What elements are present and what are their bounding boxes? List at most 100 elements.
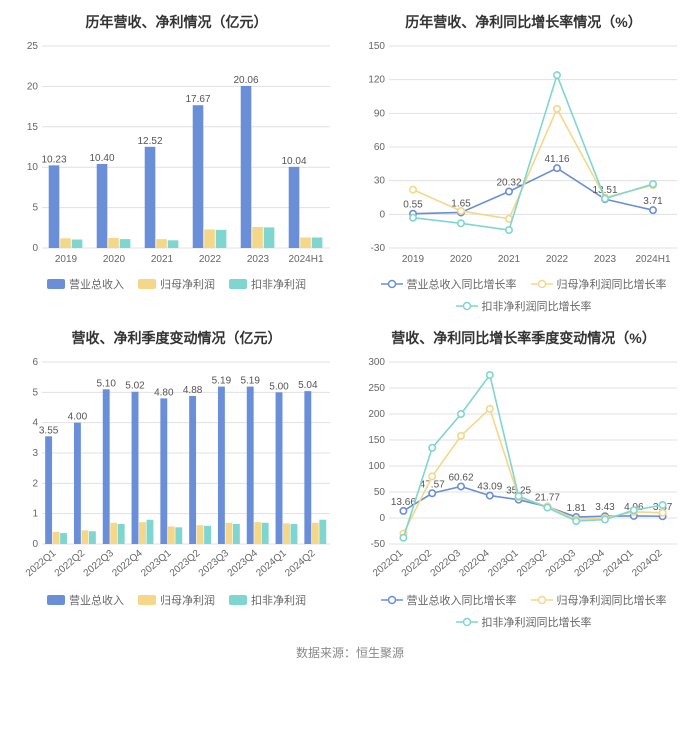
bar <box>264 227 275 248</box>
svg-text:-30: -30 <box>371 243 386 254</box>
chart-title: 营收、净利同比增长率季度变动情况（%） <box>355 328 692 348</box>
svg-text:2022Q1: 2022Q1 <box>24 548 59 580</box>
svg-text:10.23: 10.23 <box>42 154 67 165</box>
marker <box>400 535 406 541</box>
svg-text:5: 5 <box>32 203 38 214</box>
bar <box>312 237 323 248</box>
legend-swatch <box>47 279 65 289</box>
svg-text:21.77: 21.77 <box>535 493 560 504</box>
svg-text:150: 150 <box>368 41 385 52</box>
bar <box>216 230 227 248</box>
legend-item: 扣非净利润同比增长率 <box>456 298 592 314</box>
legend-label: 扣非净利润同比增长率 <box>482 298 592 314</box>
legend-swatch <box>456 301 478 311</box>
bar <box>175 527 182 544</box>
chart-svg: -300306090120150201920202021202220232024… <box>355 40 685 270</box>
svg-text:10.40: 10.40 <box>90 153 115 164</box>
bar-chart: 01234562022Q12022Q22022Q32022Q42023Q1202… <box>8 356 338 586</box>
svg-text:150: 150 <box>368 435 385 446</box>
marker <box>515 493 521 499</box>
svg-text:2023Q1: 2023Q1 <box>486 548 521 580</box>
svg-text:47.57: 47.57 <box>420 479 445 490</box>
marker <box>602 516 608 522</box>
bar <box>276 392 283 544</box>
svg-text:5: 5 <box>32 387 38 398</box>
svg-text:41.16: 41.16 <box>544 154 569 165</box>
legend-label: 归母净利润同比增长率 <box>557 276 667 292</box>
svg-text:2023Q2: 2023Q2 <box>515 548 550 580</box>
bar <box>319 520 326 544</box>
legend-item: 归母净利润同比增长率 <box>531 276 667 292</box>
legend-swatch <box>531 279 553 289</box>
svg-text:120: 120 <box>368 75 385 86</box>
svg-text:5.19: 5.19 <box>240 376 260 387</box>
marker <box>458 411 464 417</box>
svg-text:2021: 2021 <box>498 254 521 265</box>
bar <box>60 238 71 248</box>
svg-text:30: 30 <box>374 176 386 187</box>
svg-text:2019: 2019 <box>402 254 425 265</box>
legend-item: 营业总收入同比增长率 <box>381 592 517 608</box>
svg-text:2022Q4: 2022Q4 <box>457 548 492 580</box>
marker <box>554 165 560 171</box>
svg-text:5.19: 5.19 <box>212 376 232 387</box>
bar <box>89 531 96 544</box>
svg-text:3.55: 3.55 <box>39 425 59 436</box>
svg-text:5.10: 5.10 <box>96 378 116 389</box>
svg-text:2: 2 <box>32 478 38 489</box>
svg-text:2023Q3: 2023Q3 <box>197 548 232 580</box>
bar <box>254 522 261 544</box>
bar <box>291 524 298 544</box>
svg-text:2024Q1: 2024Q1 <box>601 548 636 580</box>
svg-text:90: 90 <box>374 108 386 119</box>
svg-text:25: 25 <box>27 41 39 52</box>
marker <box>487 406 493 412</box>
legend-label: 扣非净利润 <box>251 592 306 608</box>
legend-item: 归母净利润同比增长率 <box>531 592 667 608</box>
legend-swatch <box>138 279 156 289</box>
bar <box>189 396 196 544</box>
svg-text:3.43: 3.43 <box>595 502 615 513</box>
svg-text:17.67: 17.67 <box>186 94 211 105</box>
marker <box>544 504 550 510</box>
svg-text:2023: 2023 <box>594 254 617 265</box>
bar <box>262 523 269 544</box>
svg-text:2023Q1: 2023Q1 <box>139 548 174 580</box>
svg-text:10: 10 <box>27 162 39 173</box>
svg-text:1.81: 1.81 <box>566 503 586 514</box>
marker <box>400 508 406 514</box>
legend-label: 扣非净利润同比增长率 <box>482 614 592 630</box>
svg-text:0: 0 <box>32 243 38 254</box>
svg-text:43.09: 43.09 <box>477 482 502 493</box>
chart-svg: 01234562022Q12022Q22022Q32022Q42023Q1202… <box>8 356 338 586</box>
legend-item: 归母净利润 <box>138 592 215 608</box>
svg-text:2023Q2: 2023Q2 <box>168 548 203 580</box>
bar <box>118 524 125 544</box>
bar <box>218 387 225 544</box>
svg-text:3: 3 <box>32 448 38 459</box>
bar <box>225 523 232 544</box>
bar <box>103 389 110 544</box>
legend-label: 营业总收入同比增长率 <box>407 592 517 608</box>
svg-text:6: 6 <box>32 357 38 368</box>
marker <box>506 227 512 233</box>
legend-swatch <box>381 279 403 289</box>
marker <box>429 445 435 451</box>
svg-text:5.04: 5.04 <box>298 380 318 391</box>
svg-text:4.88: 4.88 <box>183 385 203 396</box>
panel-quarterly-revenue: 营收、净利季度变动情况（亿元） 01234562022Q12022Q22022Q… <box>8 324 345 630</box>
svg-text:60.62: 60.62 <box>448 472 473 483</box>
data-source-footer: 数据来源：恒生聚源 <box>0 638 700 671</box>
legend-label: 归母净利润 <box>160 276 215 292</box>
legend-swatch <box>381 595 403 605</box>
marker <box>573 518 579 524</box>
svg-text:2022Q2: 2022Q2 <box>53 548 88 580</box>
chart-svg: 0510152025201920202021202220232024H110.2… <box>8 40 338 270</box>
svg-text:250: 250 <box>368 383 385 394</box>
legend-item: 营业总收入 <box>47 276 124 292</box>
bar <box>312 523 319 544</box>
marker <box>506 188 512 194</box>
bar <box>147 520 154 544</box>
bar <box>193 105 204 248</box>
panel-annual-growth: 历年营收、净利同比增长率情况（%） -300306090120150201920… <box>355 8 692 314</box>
